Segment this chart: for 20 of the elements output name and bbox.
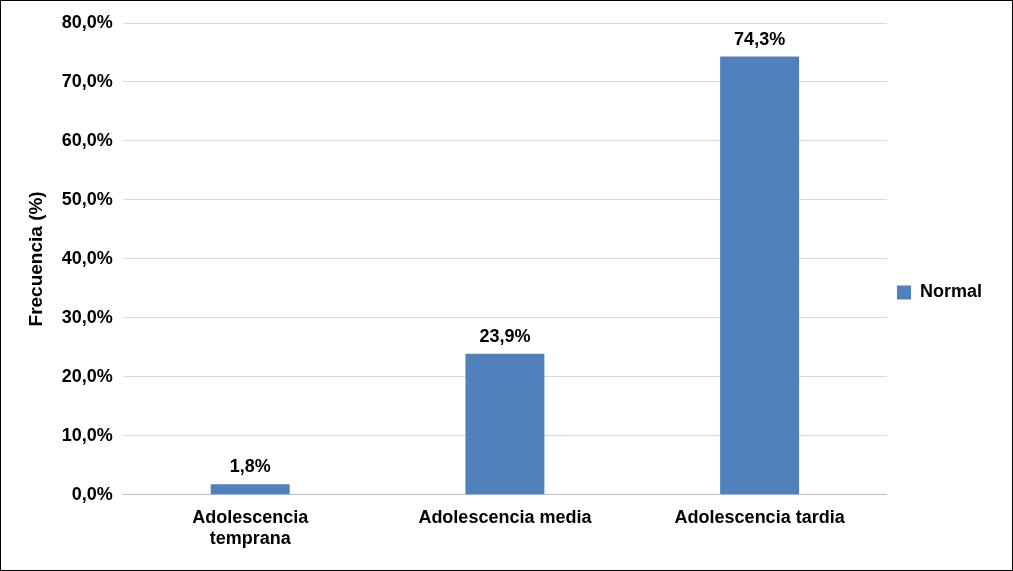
y-tick-label: 70,0% bbox=[61, 70, 113, 91]
x-tick-label: Adolescencia media bbox=[418, 506, 593, 527]
y-tick-label: 40,0% bbox=[61, 247, 113, 268]
bar bbox=[465, 353, 545, 495]
y-tick-label: 50,0% bbox=[61, 188, 113, 209]
x-tick-label: Adolescencia temprana bbox=[192, 506, 310, 549]
y-axis-title: Frecuencia (%) bbox=[24, 191, 46, 327]
data-label: 1,8% bbox=[229, 456, 271, 477]
bar bbox=[210, 484, 290, 495]
y-tick-label: 20,0% bbox=[61, 365, 113, 386]
data-label: 23,9% bbox=[479, 325, 531, 346]
bar bbox=[720, 56, 800, 495]
x-tick-label: Adolescencia tardia bbox=[674, 506, 846, 527]
data-label: 74,3% bbox=[734, 28, 786, 49]
y-tick-label: 80,0% bbox=[61, 11, 113, 32]
y-tick-label: 10,0% bbox=[61, 424, 113, 445]
y-tick-label: 30,0% bbox=[61, 306, 113, 327]
y-tick-label: 60,0% bbox=[61, 129, 113, 150]
y-tick-label: 0,0% bbox=[71, 483, 113, 504]
legend-label: Normal bbox=[919, 281, 982, 302]
